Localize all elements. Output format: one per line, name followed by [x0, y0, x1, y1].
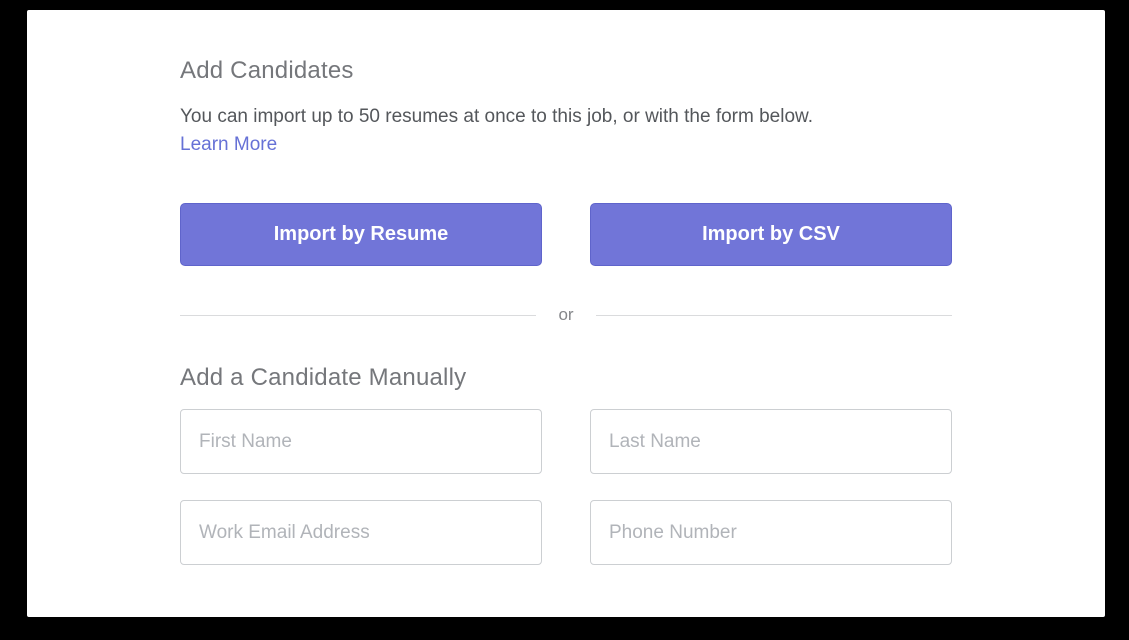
page-title: Add Candidates — [180, 57, 354, 84]
divider-label: or — [558, 305, 574, 324]
panel-content: Add Candidates You can import up to 50 r… — [180, 10, 952, 565]
manual-form — [180, 409, 952, 565]
import-buttons-row: Import by Resume Import by CSV — [180, 203, 952, 266]
manual-form-title: Add a Candidate Manually — [180, 364, 467, 391]
import-by-resume-button[interactable]: Import by Resume — [180, 203, 542, 266]
import-by-csv-button[interactable]: Import by CSV — [590, 203, 952, 266]
first-name-field[interactable] — [180, 409, 542, 474]
divider-line-right — [595, 314, 952, 316]
divider-line-left — [180, 314, 537, 316]
work-email-field[interactable] — [180, 500, 542, 565]
learn-more-link[interactable]: Learn More — [180, 134, 278, 155]
last-name-field[interactable] — [590, 409, 952, 474]
or-divider: or — [180, 301, 952, 329]
phone-number-field[interactable] — [590, 500, 952, 565]
import-description: You can import up to 50 resumes at once … — [180, 106, 813, 127]
add-candidates-panel: Add Candidates You can import up to 50 r… — [27, 10, 1105, 617]
